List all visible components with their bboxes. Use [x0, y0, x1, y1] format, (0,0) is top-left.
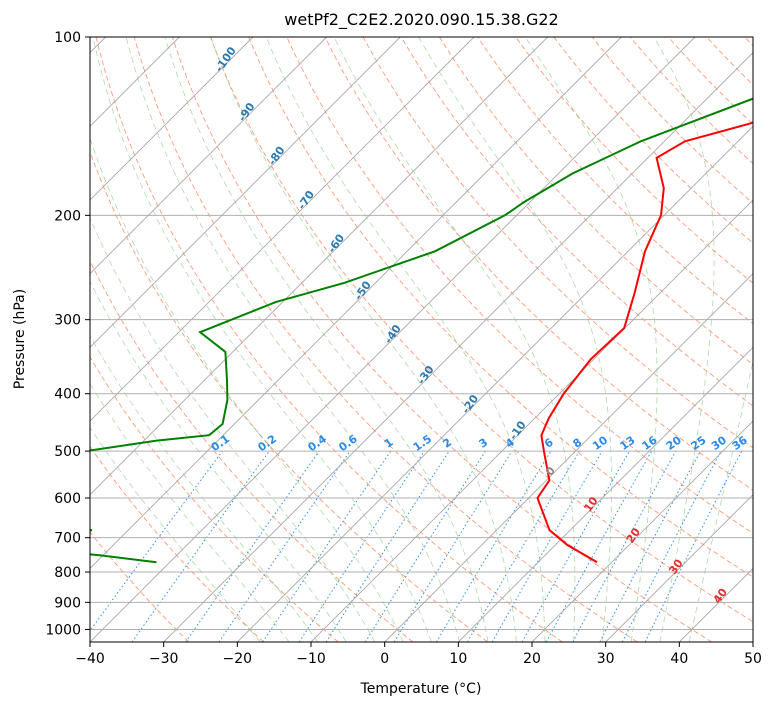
isotherm-gridline [605, 494, 753, 642]
dry-adiabat [400, 37, 753, 407]
moist-adiabat [653, 37, 715, 642]
dry-adiabat [477, 37, 753, 325]
isotherm-gridline [90, 37, 327, 275]
y-tick-label: 200 [54, 208, 81, 224]
mixing-ratio-line [218, 450, 351, 642]
x-tick-label: 10 [449, 651, 467, 667]
x-tick-label: 30 [597, 651, 615, 667]
mixing-ratio-line [90, 450, 223, 632]
isotherm-gridline [237, 125, 753, 642]
dry-adiabat [248, 37, 753, 578]
x-axis: −40 −30 −20 −10 0 10 20 30 40 50 [75, 642, 762, 667]
moist-adiabat [688, 358, 753, 642]
x-tick-label: 20 [523, 651, 541, 667]
isotherm-gridline [310, 199, 753, 642]
moist-adiabat [418, 37, 612, 642]
temperature-line [536, 121, 753, 564]
mixing-ratio-line [521, 450, 630, 642]
x-tick-label: −40 [75, 651, 105, 667]
moist-adiabat [90, 137, 404, 642]
mixing-ratio-line [572, 450, 677, 642]
x-tick-label: −30 [149, 651, 179, 667]
x-tick-label: −20 [223, 651, 253, 667]
dry-adiabat [553, 37, 753, 244]
dry-adiabat [90, 150, 488, 642]
dry-adiabat [133, 37, 638, 642]
y-tick-label: 500 [54, 444, 81, 460]
isotherm-gridline [90, 37, 254, 201]
y-axis: 100 200 300 400 500 600 700 800 900 1000 [45, 30, 90, 638]
moist-adiabat [90, 216, 376, 642]
moist-adiabat [90, 280, 347, 642]
chart-title: wetPf2_C2E2.2020.090.15.38.G22 [284, 10, 559, 29]
isotherm-gridline [90, 37, 696, 642]
y-axis-title: Pressure (hPa) [12, 289, 28, 389]
isotherm-gridline [384, 273, 753, 642]
x-tick-label: 0 [380, 651, 389, 667]
y-tick-label: 1000 [45, 622, 81, 638]
isotherm-gridline [90, 37, 475, 422]
dry-adiabat [591, 37, 753, 204]
x-tick-label: 50 [744, 651, 762, 667]
moist-adiabat [164, 37, 489, 642]
mixing-ratio-line [262, 450, 392, 642]
mixing-ratio-line [393, 450, 513, 642]
y-tick-label: 600 [54, 491, 81, 507]
dewpoint-line [90, 97, 753, 564]
moist-adiabat [524, 37, 658, 642]
x-tick-label: 40 [670, 651, 688, 667]
dry-adiabat [439, 37, 753, 365]
x-tick-label: −10 [296, 651, 326, 667]
mixing-ratio-line [545, 450, 653, 642]
mixing-ratio-line [185, 450, 320, 642]
x-axis-title: Temperature (°C) [360, 681, 482, 697]
moist-adiabat [90, 383, 290, 642]
y-tick-label: 400 [54, 387, 81, 403]
y-tick-label: 800 [54, 565, 81, 581]
mixing-ratio-line [644, 450, 743, 642]
isotherm-gridline [163, 52, 753, 642]
isotherm-gridline [90, 37, 622, 569]
isotherm-gridline [458, 346, 753, 642]
moist-adiabat [90, 334, 319, 642]
dry-adiabat [90, 356, 339, 642]
isotherm-gridline [531, 420, 753, 642]
dry-adiabat [171, 37, 712, 642]
moist-adiabat [210, 37, 517, 642]
dry-adiabat [286, 37, 753, 534]
isotherm-gridline [752, 641, 753, 642]
y-tick-label: 900 [54, 595, 81, 611]
dry-adiabat [324, 37, 753, 491]
isotherm-gridline [90, 37, 548, 496]
grid-lines [90, 37, 753, 642]
plot-frame [89, 36, 754, 643]
moist-adiabat [125, 37, 461, 642]
moist-adiabat [333, 37, 576, 642]
dry-adiabat [210, 37, 753, 623]
plot-area [90, 37, 753, 642]
sounding-series [90, 97, 753, 564]
mixing-ratio-line [131, 450, 270, 642]
moist-adiabat [92, 37, 432, 642]
mixing-ratio-line [298, 450, 425, 642]
dry-adiabat [90, 531, 190, 642]
y-tick-label: 100 [54, 30, 81, 46]
y-tick-label: 700 [54, 531, 81, 547]
y-tick-label: 300 [54, 313, 81, 329]
moist-adiabat [90, 426, 261, 642]
dry-adiabat [95, 37, 563, 642]
mixing-ratio-line [325, 450, 450, 642]
isotherm-gridline [90, 37, 401, 348]
dry-adiabat [90, 259, 414, 642]
moist-adiabat [265, 37, 546, 642]
